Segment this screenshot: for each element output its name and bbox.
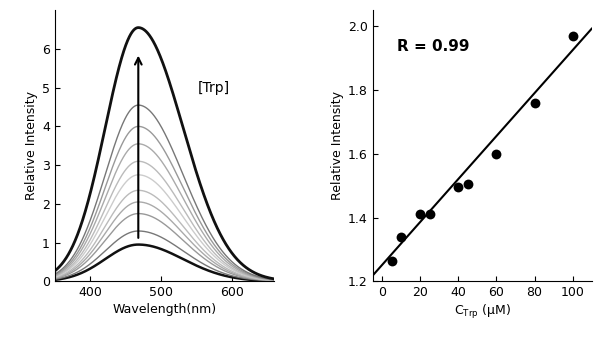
X-axis label: Wavelength(nm): Wavelength(nm): [112, 303, 217, 316]
Y-axis label: Relative Intensity: Relative Intensity: [25, 91, 38, 200]
Point: [425, 212, 435, 217]
Point: [463, 181, 473, 187]
Point: [492, 151, 501, 157]
Point: [387, 258, 396, 263]
Text: R = 0.99: R = 0.99: [397, 39, 470, 54]
Text: [Trp]: [Trp]: [198, 81, 230, 95]
Y-axis label: Relative Intensity: Relative Intensity: [331, 91, 343, 200]
Point: [453, 184, 463, 190]
Point: [396, 234, 406, 239]
Point: [568, 33, 578, 38]
Point: [529, 100, 539, 105]
X-axis label: $\mathregular{C_{Trp}}$ ($\mathregular{\mu}$M): $\mathregular{C_{Trp}}$ ($\mathregular{\…: [454, 303, 511, 321]
Point: [415, 212, 425, 217]
